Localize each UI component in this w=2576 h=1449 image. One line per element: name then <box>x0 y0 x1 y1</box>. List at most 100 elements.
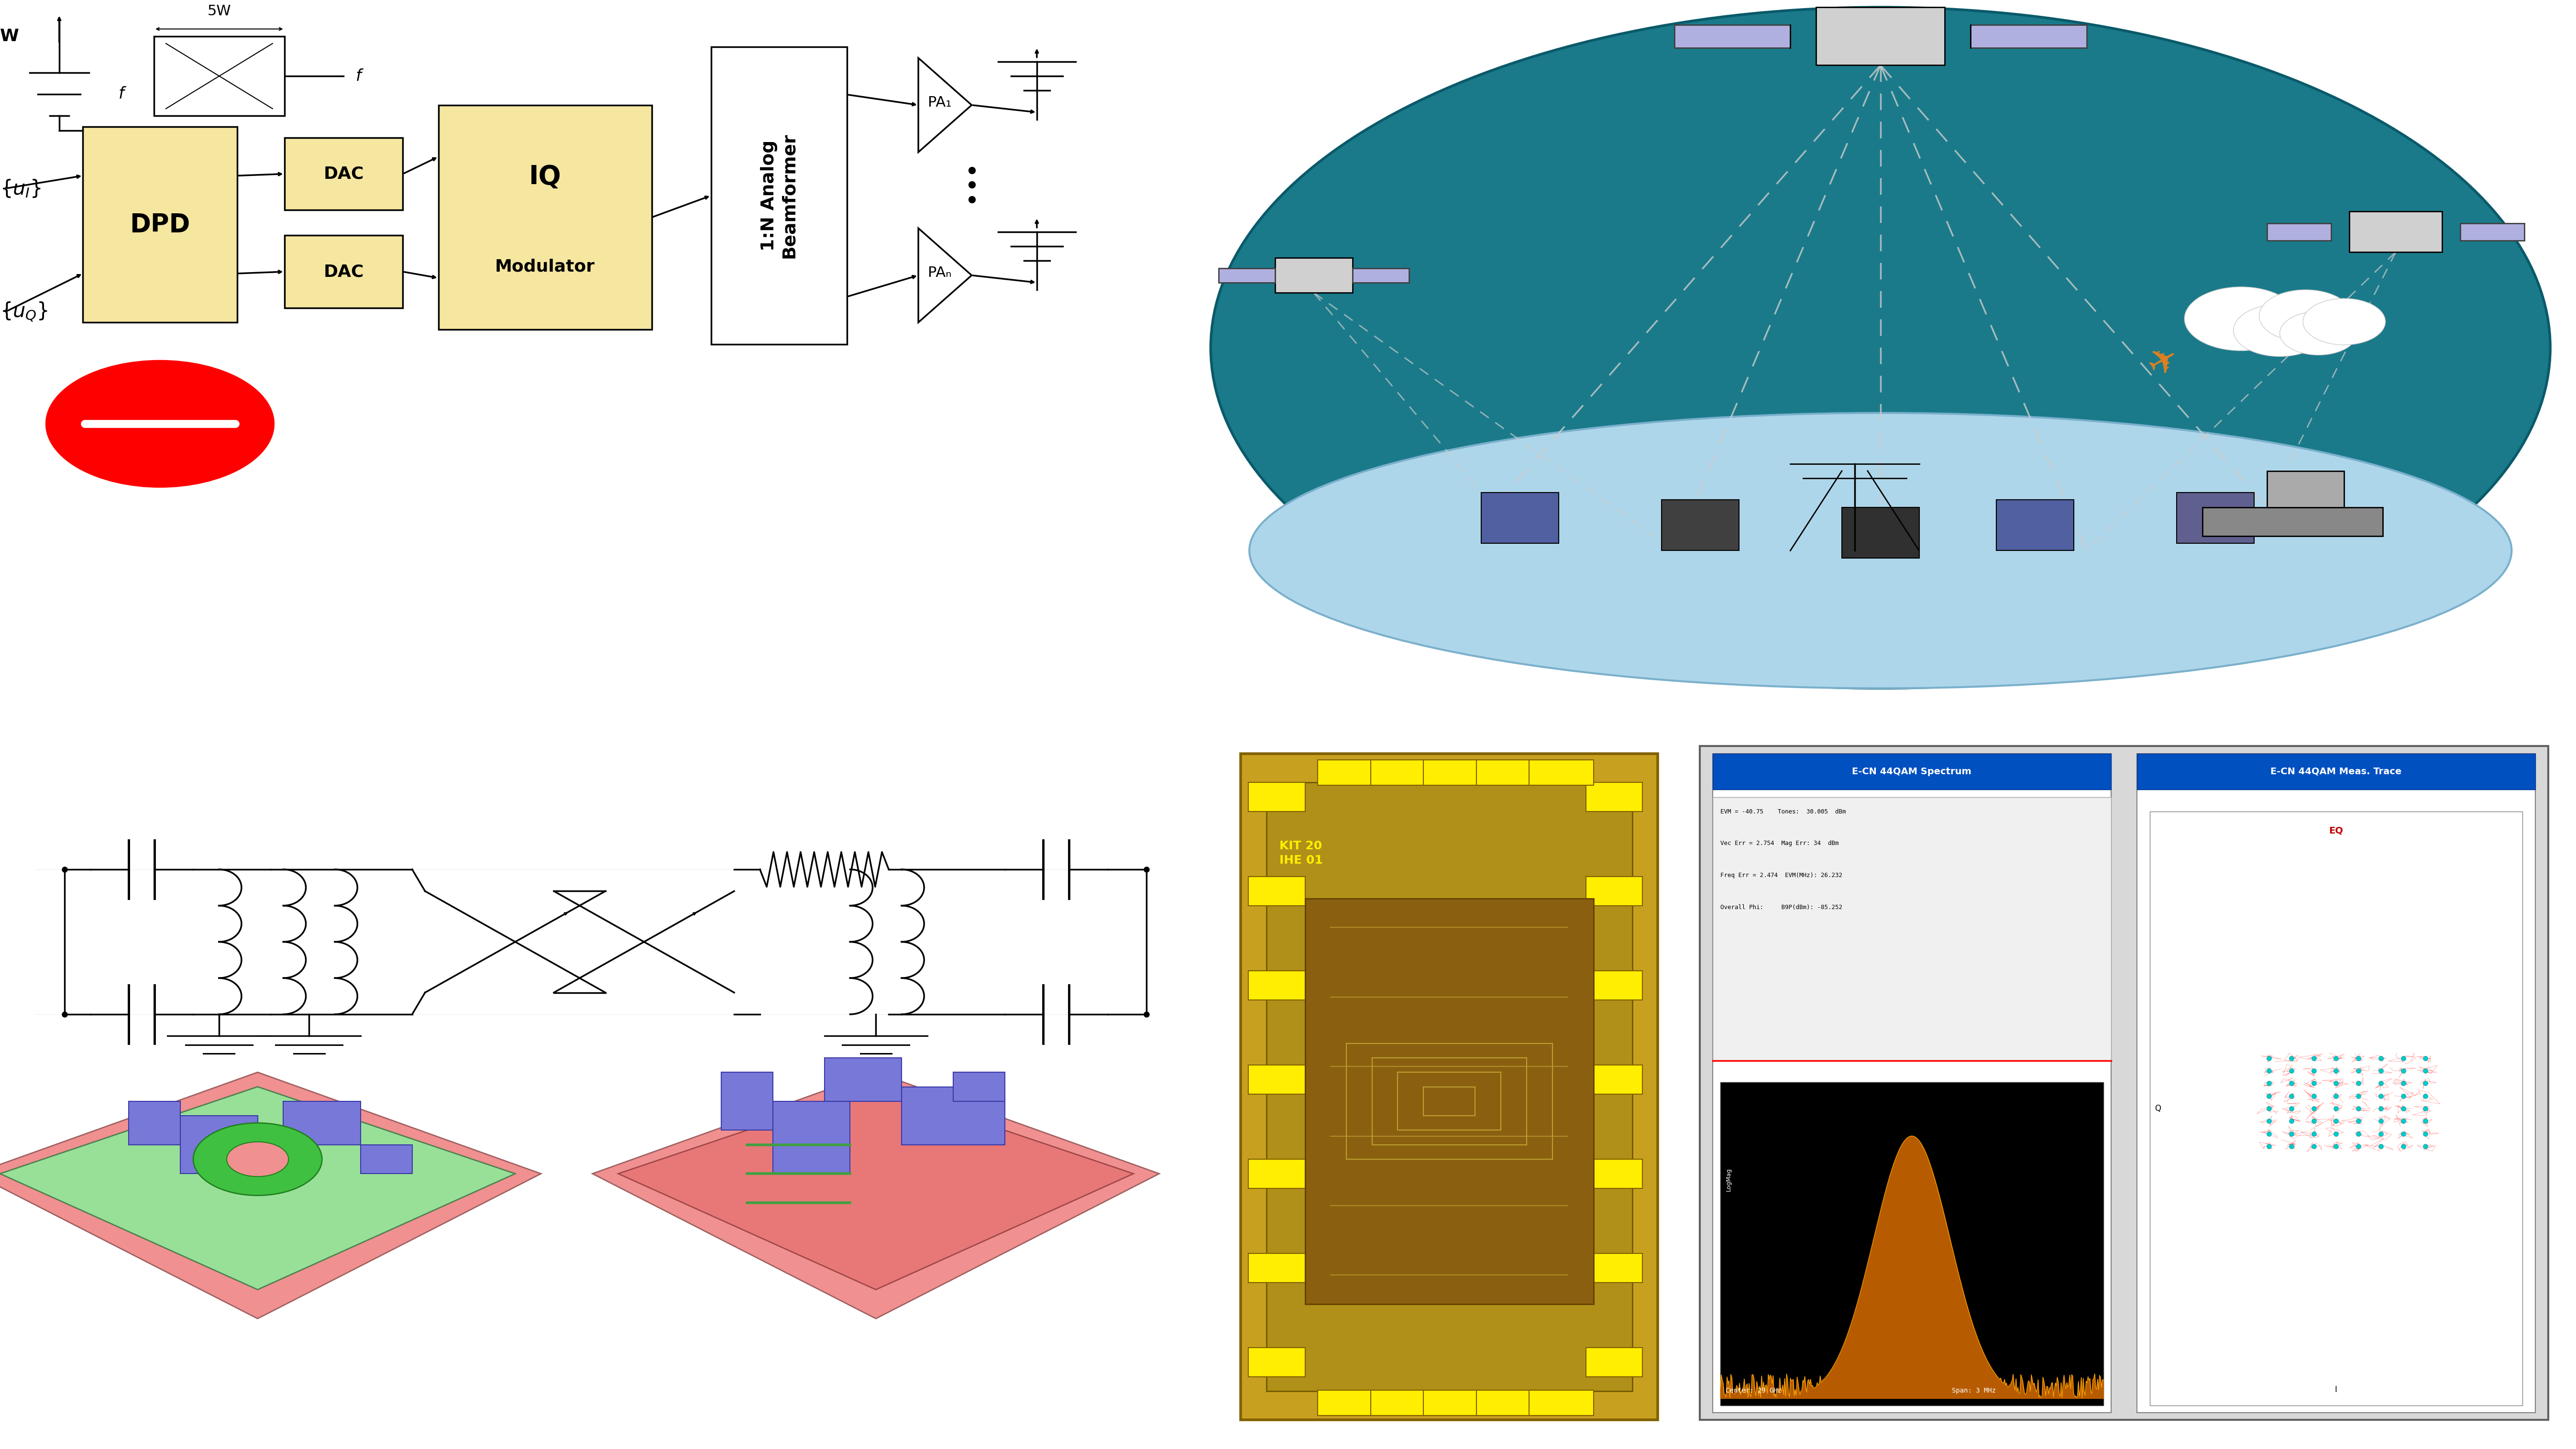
Text: IQ: IQ <box>528 164 562 190</box>
Text: EQ: EQ <box>2329 826 2344 835</box>
FancyBboxPatch shape <box>1242 753 1659 1420</box>
Text: Freq Err = 2.474  EVM(MHz): 26.232: Freq Err = 2.474 EVM(MHz): 26.232 <box>1721 872 1842 878</box>
FancyBboxPatch shape <box>2202 507 2383 536</box>
FancyBboxPatch shape <box>2177 493 2254 543</box>
FancyBboxPatch shape <box>1530 1391 1595 1416</box>
FancyBboxPatch shape <box>2148 811 2522 1406</box>
FancyBboxPatch shape <box>1587 1065 1643 1094</box>
Circle shape <box>44 359 276 490</box>
FancyBboxPatch shape <box>824 1058 902 1101</box>
Text: ✈: ✈ <box>2141 339 2187 385</box>
FancyBboxPatch shape <box>2267 223 2331 241</box>
FancyBboxPatch shape <box>1249 1159 1306 1188</box>
Text: Vec Err = 2.754  Mag Err: 34  dBm: Vec Err = 2.754 Mag Err: 34 dBm <box>1721 840 1839 846</box>
FancyBboxPatch shape <box>1481 493 1558 543</box>
FancyBboxPatch shape <box>1249 1348 1306 1377</box>
Polygon shape <box>917 227 971 322</box>
FancyBboxPatch shape <box>1267 782 1633 1391</box>
FancyBboxPatch shape <box>2136 753 2535 790</box>
FancyBboxPatch shape <box>1218 268 1275 283</box>
FancyBboxPatch shape <box>721 1072 773 1130</box>
FancyBboxPatch shape <box>953 1072 1005 1101</box>
Text: DAC: DAC <box>325 264 363 280</box>
Text: E-CN 44QAM Meas. Trace: E-CN 44QAM Meas. Trace <box>2269 767 2401 777</box>
Text: W: W <box>0 28 18 45</box>
FancyBboxPatch shape <box>1587 782 1643 811</box>
FancyBboxPatch shape <box>902 1087 1005 1145</box>
Circle shape <box>2259 290 2352 342</box>
FancyBboxPatch shape <box>1370 1391 1435 1416</box>
Ellipse shape <box>1211 7 2550 688</box>
FancyBboxPatch shape <box>2349 212 2442 252</box>
FancyBboxPatch shape <box>283 1101 361 1145</box>
FancyBboxPatch shape <box>1352 268 1409 283</box>
FancyBboxPatch shape <box>1275 258 1352 293</box>
FancyBboxPatch shape <box>1370 759 1435 785</box>
Text: Modulator: Modulator <box>495 258 595 275</box>
FancyBboxPatch shape <box>1587 877 1643 906</box>
FancyBboxPatch shape <box>1425 1391 1489 1416</box>
FancyBboxPatch shape <box>1842 507 1919 558</box>
Circle shape <box>2303 298 2385 345</box>
Text: PAₙ: PAₙ <box>927 267 951 280</box>
FancyBboxPatch shape <box>1476 759 1540 785</box>
FancyBboxPatch shape <box>1476 1391 1540 1416</box>
Polygon shape <box>917 58 971 152</box>
FancyBboxPatch shape <box>438 104 652 329</box>
FancyBboxPatch shape <box>1662 500 1739 551</box>
Text: 1:N Analog
Beamformer: 1:N Analog Beamformer <box>760 133 799 258</box>
FancyBboxPatch shape <box>1249 877 1306 906</box>
FancyBboxPatch shape <box>361 1145 412 1174</box>
FancyBboxPatch shape <box>1721 1082 2102 1406</box>
FancyBboxPatch shape <box>2267 471 2344 507</box>
Ellipse shape <box>1249 413 2512 688</box>
Polygon shape <box>618 1087 1133 1290</box>
FancyBboxPatch shape <box>1249 1065 1306 1094</box>
FancyBboxPatch shape <box>1319 1391 1383 1416</box>
Text: E-CN 44QAM Spectrum: E-CN 44QAM Spectrum <box>1852 767 1971 777</box>
FancyBboxPatch shape <box>1996 500 2074 551</box>
FancyBboxPatch shape <box>1249 782 1306 811</box>
FancyBboxPatch shape <box>2460 223 2524 241</box>
FancyBboxPatch shape <box>155 36 283 116</box>
Circle shape <box>227 1142 289 1177</box>
FancyBboxPatch shape <box>773 1101 850 1174</box>
FancyBboxPatch shape <box>129 1101 180 1145</box>
FancyBboxPatch shape <box>1425 759 1489 785</box>
Circle shape <box>2280 312 2357 355</box>
Text: Span: 3 MHz: Span: 3 MHz <box>1953 1387 1996 1394</box>
Text: Center: 29 GHz: Center: 29 GHz <box>1726 1387 1783 1394</box>
FancyBboxPatch shape <box>1319 759 1383 785</box>
Text: f: f <box>118 87 124 101</box>
Circle shape <box>193 1123 322 1195</box>
Text: DPD: DPD <box>129 212 191 238</box>
FancyBboxPatch shape <box>1971 25 2087 48</box>
FancyBboxPatch shape <box>283 235 402 309</box>
Text: PA₁: PA₁ <box>927 96 951 110</box>
Text: ACU
TCT: ACU TCT <box>1280 1349 1303 1369</box>
FancyBboxPatch shape <box>180 1116 258 1174</box>
Text: Q: Q <box>2154 1104 2161 1113</box>
FancyBboxPatch shape <box>1816 7 1945 65</box>
Text: DAC: DAC <box>325 165 363 183</box>
Text: LogMag: LogMag <box>1726 1168 1731 1191</box>
FancyBboxPatch shape <box>1587 971 1643 1000</box>
Text: f: f <box>355 68 361 84</box>
Polygon shape <box>0 1087 515 1290</box>
Text: Overall Phi:     B9P(dBm): -85.252: Overall Phi: B9P(dBm): -85.252 <box>1721 904 1842 910</box>
Text: $\{u_Q\}$: $\{u_Q\}$ <box>0 300 49 323</box>
Text: $\{u_I\}$: $\{u_I\}$ <box>0 178 41 199</box>
FancyBboxPatch shape <box>1674 25 1790 48</box>
FancyBboxPatch shape <box>82 128 237 322</box>
FancyBboxPatch shape <box>1306 898 1595 1304</box>
Text: KIT 20
IHE 01: KIT 20 IHE 01 <box>1280 840 1321 867</box>
Text: EVM = -40.75    Tones:  30.005  dBm: EVM = -40.75 Tones: 30.005 dBm <box>1721 809 1847 814</box>
FancyBboxPatch shape <box>1713 753 2112 790</box>
FancyBboxPatch shape <box>1713 753 2112 1413</box>
Circle shape <box>2233 304 2326 356</box>
Circle shape <box>2184 287 2298 351</box>
FancyBboxPatch shape <box>1587 1159 1643 1188</box>
FancyBboxPatch shape <box>1713 797 2112 1061</box>
Text: 5W: 5W <box>209 4 232 17</box>
FancyBboxPatch shape <box>1587 1253 1643 1282</box>
